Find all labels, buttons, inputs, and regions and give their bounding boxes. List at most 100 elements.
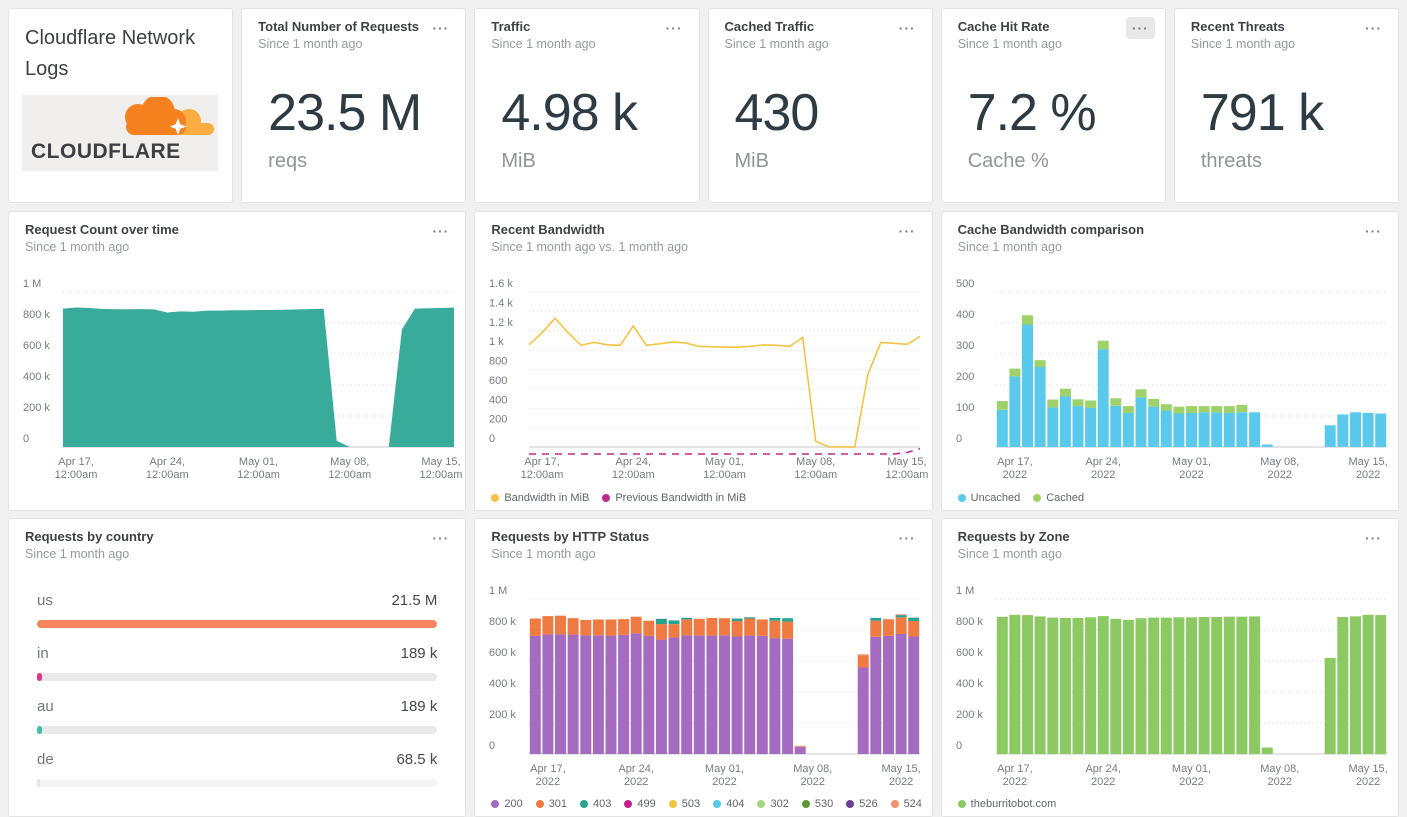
panel-menu-button[interactable]: ···: [665, 20, 683, 36]
country-label: us: [37, 592, 53, 609]
panel-subtitle: Since 1 month ago vs. 1 month ago: [491, 240, 688, 254]
panel-title: Request Count over time: [25, 222, 179, 237]
stat-unit: Cache %: [967, 150, 1049, 173]
legend-item[interactable]: Bandwidth in MiB: [491, 492, 589, 504]
legend-item[interactable]: 404: [713, 798, 744, 810]
dashboard-title: Cloudflare Network Logs: [25, 27, 196, 80]
svg-text:Apr 24,: Apr 24,: [619, 763, 654, 775]
svg-text:400 k: 400 k: [23, 371, 50, 383]
svg-text:Apr 24,: Apr 24,: [1085, 456, 1120, 468]
svg-text:12:00am: 12:00am: [55, 469, 98, 481]
svg-text:12:00am: 12:00am: [237, 469, 280, 481]
svg-text:May 15,: May 15,: [421, 456, 460, 468]
legend-item[interactable]: 503: [668, 798, 700, 810]
legend-item[interactable]: Cached: [1033, 492, 1084, 504]
country-row-header: au 189 k: [37, 698, 437, 715]
legend-item[interactable]: 302: [757, 798, 789, 810]
middle-chart-row: Request Count over time Since 1 month ag…: [8, 211, 1399, 511]
svg-text:2022: 2022: [713, 776, 737, 788]
legend-dot-icon: [668, 800, 677, 808]
svg-text:Apr 24,: Apr 24,: [1085, 763, 1120, 775]
requests-by-zone-panel: Requests by Zone Since 1 month ago ··· 1…: [940, 518, 1399, 817]
country-bar[interactable]: [37, 779, 40, 787]
svg-text:600: 600: [489, 375, 507, 387]
country-row: in 189 k: [37, 645, 438, 681]
chart-legend: 200 301 403 499 503 404 302 530 526 524: [491, 798, 922, 810]
svg-text:Apr 24,: Apr 24,: [150, 456, 185, 468]
svg-text:200: 200: [489, 414, 507, 426]
legend-label: Uncached: [970, 492, 1021, 504]
legend-label: theburritobot.com: [970, 798, 1057, 810]
legend-item[interactable]: Uncached: [957, 492, 1021, 504]
legend-item[interactable]: 524: [890, 798, 922, 810]
chart-legend: theburritobot.com: [957, 798, 1057, 810]
svg-text:2022: 2022: [1179, 776, 1203, 788]
panel-subtitle: Since 1 month ago: [724, 37, 829, 51]
panel-menu-button[interactable]: ···: [1364, 530, 1382, 546]
legend-item[interactable]: Previous Bandwidth in MiB: [602, 492, 746, 504]
panel-menu-button[interactable]: ···: [898, 20, 916, 36]
legend-label: 526: [859, 798, 878, 810]
legend-item[interactable]: theburritobot.com: [957, 798, 1057, 810]
svg-text:0: 0: [489, 433, 495, 445]
legend-dot-icon: [602, 494, 611, 502]
country-bar[interactable]: [37, 726, 43, 734]
chart-legend: Uncached Cached: [957, 492, 1084, 504]
svg-text:2022: 2022: [1002, 776, 1026, 788]
legend-dot-icon: [491, 494, 500, 502]
legend-item[interactable]: 530: [801, 798, 833, 810]
legend-item[interactable]: 301: [535, 798, 567, 810]
panel-menu-button[interactable]: ···: [898, 223, 916, 239]
panel-menu-button[interactable]: ···: [1364, 223, 1382, 239]
stat-row: Cloudflare Network Logs CLOUDFLARE Total: [8, 8, 1400, 203]
legend-label: Cached: [1046, 492, 1085, 504]
legend-item[interactable]: 403: [580, 798, 611, 810]
country-bar[interactable]: [37, 673, 43, 681]
panel-menu-button[interactable]: ···: [1125, 17, 1155, 39]
panel-title: Requests by country: [25, 529, 154, 544]
panel-menu-button[interactable]: ···: [432, 223, 450, 239]
country-row: au 189 k: [37, 698, 438, 734]
legend-item[interactable]: 200: [491, 798, 523, 810]
svg-text:2022: 2022: [1267, 776, 1291, 788]
legend-label: 200: [504, 798, 523, 810]
stat-value: 430: [734, 84, 820, 142]
panel-subtitle: Since 1 month ago: [957, 240, 1062, 254]
svg-text:12:00am: 12:00am: [146, 469, 189, 481]
panel-menu-button[interactable]: ···: [432, 20, 450, 36]
panel-subtitle: Since 1 month ago: [25, 240, 130, 254]
svg-text:2022: 2022: [624, 776, 648, 788]
panel-menu-button[interactable]: ···: [1365, 20, 1383, 36]
country-bar[interactable]: [37, 620, 438, 628]
cloudflare-cloud-icon: [125, 97, 214, 135]
svg-text:1.4 k: 1.4 k: [489, 297, 513, 309]
legend-dot-icon: [535, 800, 544, 808]
svg-text:1 k: 1 k: [489, 336, 504, 348]
svg-text:12:00am: 12:00am: [328, 469, 371, 481]
svg-text:May 01,: May 01,: [1172, 763, 1211, 775]
svg-text:200 k: 200 k: [956, 709, 983, 721]
svg-text:Apr 17,: Apr 17,: [531, 763, 566, 775]
stat-panel-total-requests: Total Number of Requests Since 1 month a…: [241, 8, 467, 203]
legend-label: 403: [593, 798, 612, 810]
legend-item[interactable]: 499: [624, 798, 656, 810]
country-value: 68.5 k: [396, 751, 438, 768]
panel-subtitle: Since 1 month ago: [25, 547, 130, 561]
svg-text:12:00am: 12:00am: [420, 469, 463, 481]
svg-text:600 k: 600 k: [956, 647, 983, 659]
stat-unit: threats: [1200, 150, 1263, 173]
svg-text:2022: 2022: [1355, 776, 1379, 788]
panel-menu-button[interactable]: ···: [432, 530, 450, 546]
svg-text:May 15,: May 15,: [1348, 763, 1387, 775]
country-row: us 21.5 M: [37, 592, 438, 628]
panel-subtitle: Since 1 month ago: [491, 547, 596, 561]
panel-menu-button[interactable]: ···: [898, 530, 916, 546]
legend-item[interactable]: 526: [846, 798, 878, 810]
svg-text:2022: 2022: [1355, 469, 1379, 481]
stat-panel-cache-hit-rate: Cache Hit Rate Since 1 month ago ··· 7.2…: [940, 8, 1166, 203]
